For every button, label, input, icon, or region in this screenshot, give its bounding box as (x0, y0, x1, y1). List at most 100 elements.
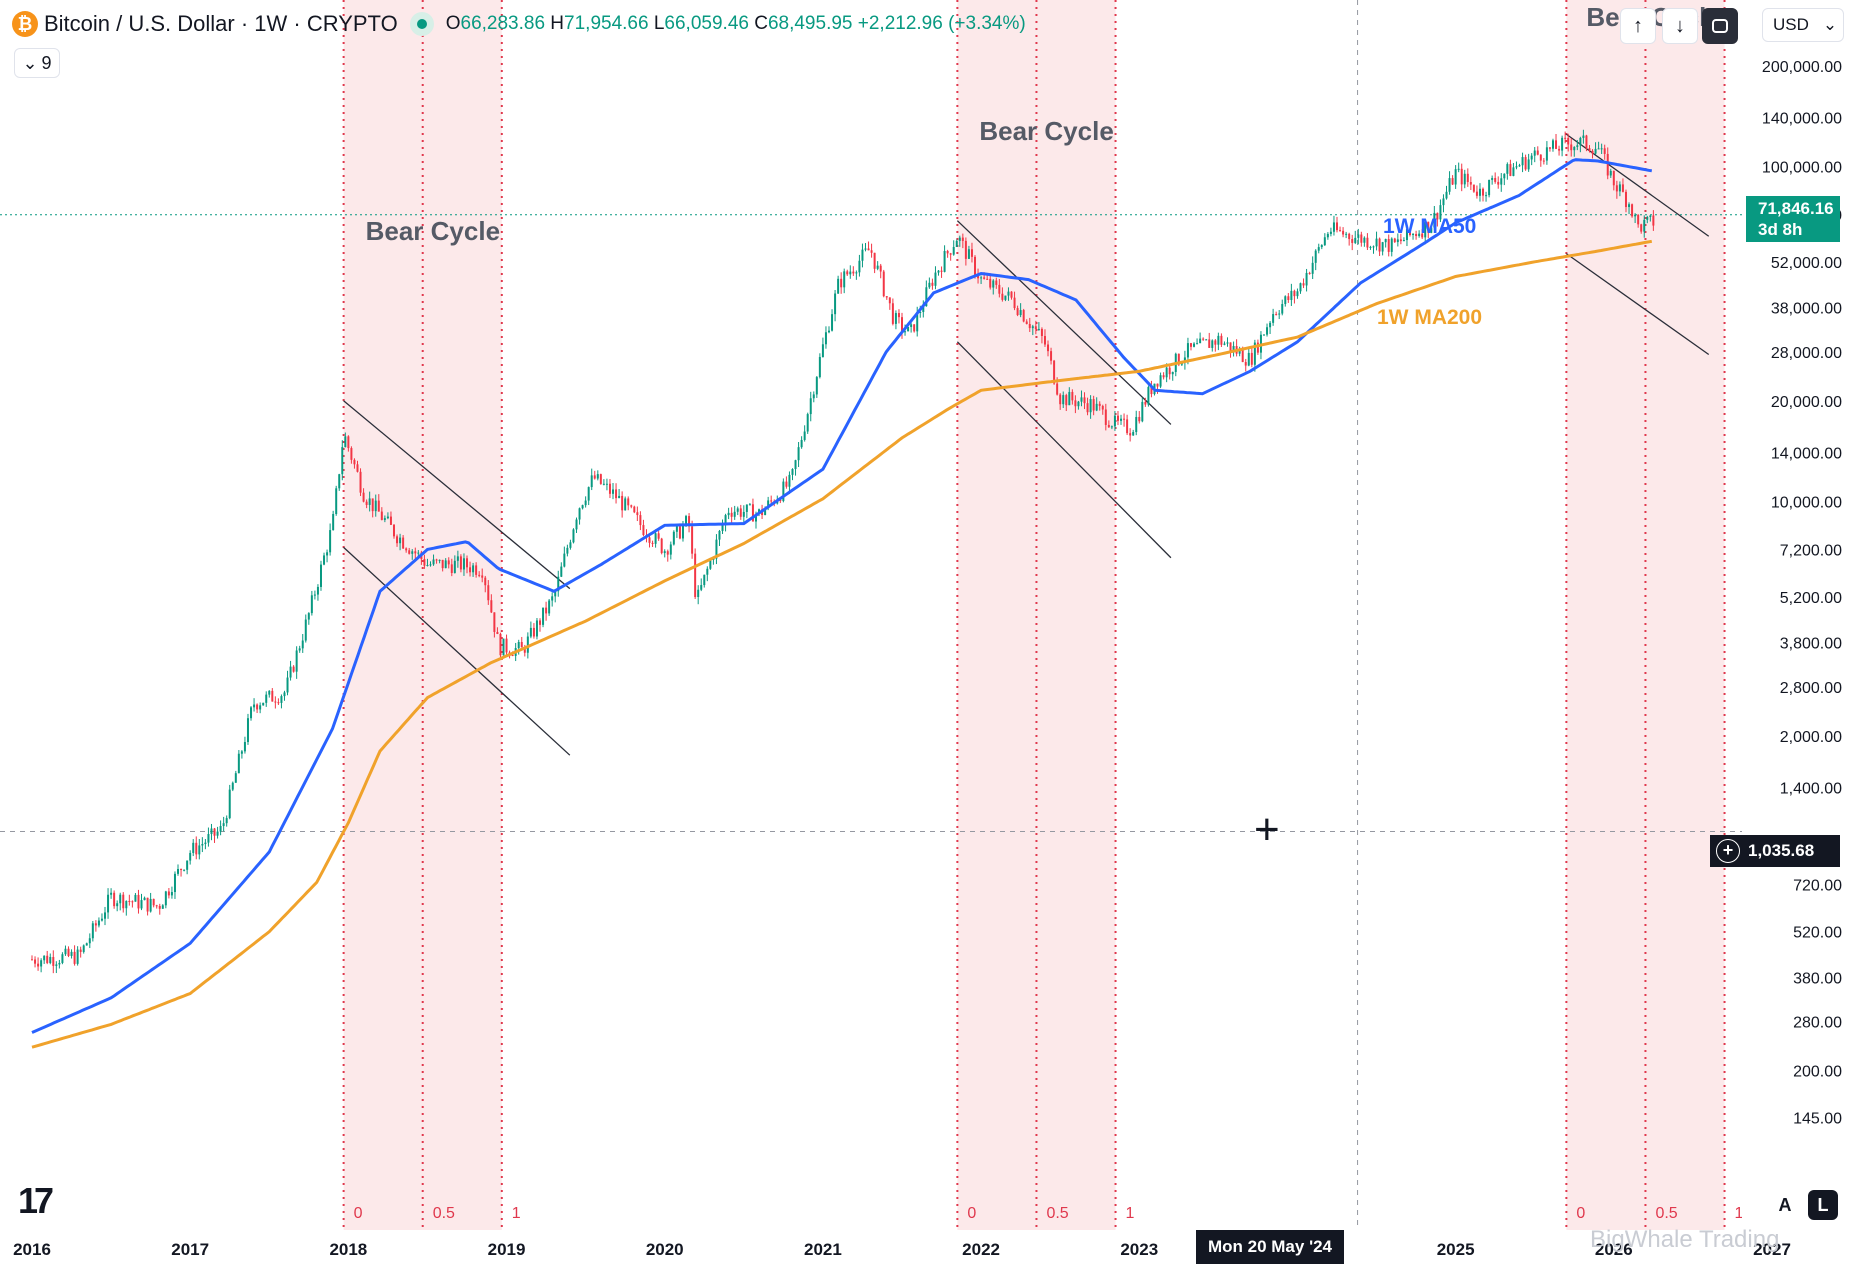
price-candle (1442, 198, 1445, 206)
price-candle (1068, 391, 1071, 406)
price-candle (1326, 233, 1329, 238)
symbol-header[interactable]: ₿ Bitcoin / U.S. Dollar · 1W · CRYPTO O6… (12, 8, 1026, 40)
price-candle (1211, 340, 1214, 348)
price-candle (374, 500, 377, 512)
price-candle (1485, 195, 1488, 197)
price-candle (377, 500, 380, 512)
price-candle (1056, 383, 1059, 395)
price-candle (989, 278, 992, 288)
symbol-title[interactable]: Bitcoin / U.S. Dollar · 1W · CRYPTO (44, 11, 398, 36)
price-candle (1019, 310, 1022, 316)
price-candle (919, 311, 922, 313)
price-candle (1101, 405, 1104, 410)
price-candle (341, 447, 344, 475)
price-candle (505, 638, 508, 653)
price-candle (566, 547, 569, 554)
price-candle (937, 270, 940, 273)
price-tick-label: 14,000.00 (1771, 446, 1842, 463)
price-candle (551, 596, 554, 601)
indicators-toggle[interactable]: ⌄ 9 (14, 48, 60, 78)
price-candle (888, 297, 891, 304)
price-candle (1223, 343, 1226, 345)
price-candle (785, 481, 788, 487)
price-candle (700, 585, 703, 590)
price-tick-label: 280.00 (1793, 1015, 1842, 1032)
fib-level-label: 0.5 (1046, 1205, 1068, 1222)
price-candle (618, 495, 621, 499)
price-candle (542, 607, 545, 625)
price-candle (1439, 205, 1442, 220)
price-candle (356, 464, 359, 472)
price-candle (557, 576, 560, 592)
price-candle (301, 640, 304, 649)
price-candle (1527, 159, 1530, 170)
fib-level-label: 0.5 (1655, 1205, 1677, 1222)
price-candle (517, 641, 520, 649)
price-candle (596, 474, 599, 479)
price-candle (621, 495, 624, 511)
price-candle (1074, 400, 1077, 407)
price-candle (688, 516, 691, 527)
price-candle (329, 530, 332, 553)
crosshair-price: 1,035.68 (1748, 841, 1815, 860)
price-candle (581, 505, 584, 509)
bear-zone-band (1566, 0, 1725, 1230)
log-scale-button[interactable]: L (1808, 1190, 1838, 1220)
price-candle (1603, 148, 1606, 154)
price-candle (487, 585, 490, 601)
price-candle (298, 648, 301, 651)
crosshair-date-badge: Mon 20 May '24 (1196, 1230, 1344, 1264)
fullscreen-button[interactable] (1702, 8, 1738, 44)
price-candle (1010, 291, 1013, 298)
price-candle (73, 951, 76, 964)
auto-scale-button[interactable]: A (1778, 1194, 1792, 1215)
scroll-down-button[interactable]: ↓ (1662, 8, 1698, 44)
time-tick-label: 2022 (962, 1240, 1000, 1259)
price-candle (1585, 135, 1588, 149)
price-candle (216, 831, 219, 836)
price-candle (1089, 399, 1092, 413)
bear-cycle-label: Bear Cycle (979, 116, 1113, 146)
price-candle (998, 284, 1001, 294)
price-candle (1095, 403, 1098, 411)
ma200-label: 1W MA200 (1377, 306, 1482, 329)
price-candle (1317, 247, 1320, 251)
scroll-up-button[interactable]: ↑ (1620, 8, 1656, 44)
price-candle (262, 702, 265, 706)
price-candle (1147, 387, 1150, 405)
price-candle (1405, 229, 1408, 241)
price-candle (347, 436, 350, 449)
price-candle (1253, 342, 1256, 365)
price-candle (636, 512, 639, 516)
price-candle (782, 481, 785, 502)
price-candle (1120, 418, 1123, 421)
price-tick-label: 20,000.00 (1771, 394, 1842, 411)
price-candle (1570, 144, 1573, 151)
price-candle (1272, 314, 1275, 323)
price-candle (161, 905, 164, 909)
price-candle (615, 489, 618, 499)
tradingview-logo[interactable]: 17 (18, 1180, 54, 1221)
price-candle (897, 313, 900, 318)
price-tick-label: 145.00 (1793, 1110, 1842, 1127)
price-candle (429, 564, 432, 566)
price-candle (37, 963, 40, 967)
plus-circle-icon[interactable]: + (1716, 839, 1740, 863)
currency-select[interactable]: USD ⌄ (1762, 8, 1844, 42)
price-candle (140, 900, 143, 909)
price-candle (1402, 240, 1405, 242)
price-candle (1393, 238, 1396, 243)
price-candle (1132, 432, 1135, 436)
price-candle (1275, 314, 1278, 316)
price-candle (1618, 184, 1621, 192)
price-candle (1421, 233, 1424, 238)
price-candle (800, 439, 803, 448)
crosshair-price-badge[interactable]: + 1,035.68 (1710, 835, 1840, 867)
price-candle (1545, 147, 1548, 161)
time-tick-label: 2020 (646, 1240, 684, 1259)
price-candle (1062, 395, 1065, 405)
price-candle (980, 277, 983, 279)
price-candle (134, 894, 137, 902)
price-candle (207, 834, 210, 843)
